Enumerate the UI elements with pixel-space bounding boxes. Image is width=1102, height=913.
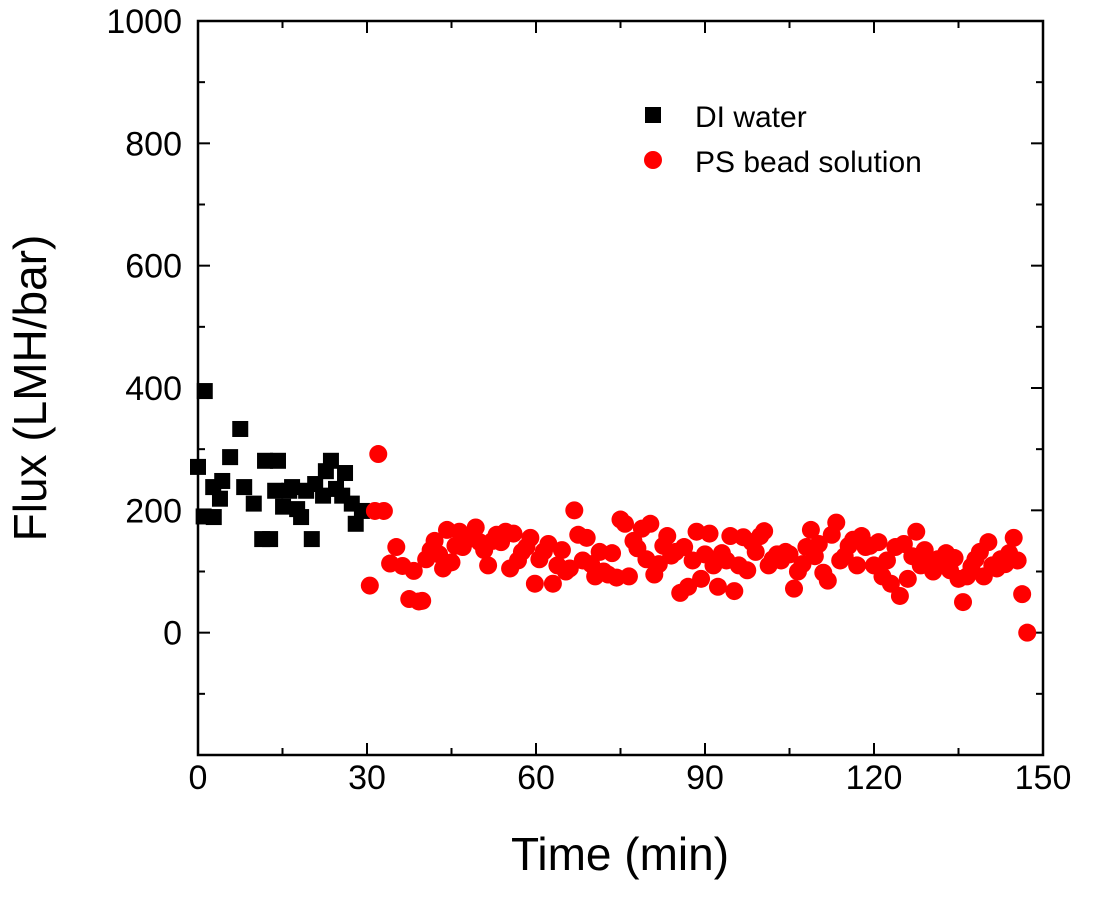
data-point-ps-bead (603, 544, 622, 563)
data-point-ps-bead (945, 549, 964, 568)
y-tick-label: 400 (125, 370, 182, 408)
data-point-ps-bead (658, 527, 677, 546)
data-point-ps-bead (504, 524, 523, 543)
data-point-ps-bead (979, 533, 998, 552)
data-point-ps-bead (641, 514, 660, 533)
x-tick-label: 150 (1015, 759, 1072, 797)
data-point-di-water (322, 452, 339, 469)
data-point-di-water (315, 487, 332, 504)
data-point-ps-bead (539, 534, 558, 553)
data-point-ps-bead (525, 574, 544, 593)
data-point-ps-bead (755, 522, 774, 541)
data-point-ps-bead (1013, 585, 1032, 604)
x-tick-label: 0 (189, 759, 208, 797)
data-point-ps-bead (809, 534, 828, 553)
data-point-ps-bead (543, 574, 562, 593)
y-tick-label: 800 (125, 125, 182, 163)
data-point-ps-bead (413, 591, 432, 610)
data-point-ps-bead (954, 593, 973, 612)
data-point-ps-bead (577, 528, 596, 547)
data-point-ps-bead (700, 524, 719, 543)
data-point-ps-bead (374, 501, 393, 520)
data-point-di-water (196, 383, 213, 400)
legend-label-di-water: DI water (695, 101, 807, 134)
data-point-ps-bead (521, 528, 540, 547)
data-point-di-water (275, 498, 292, 515)
data-point-di-water (257, 452, 274, 469)
data-point-ps-bead (479, 556, 498, 575)
data-point-ps-bead (675, 538, 694, 557)
data-point-ps-bead (898, 569, 917, 588)
data-point-ps-bead (827, 513, 846, 532)
legend-label-ps-bead: PS bead solution (695, 146, 922, 179)
data-point-ps-bead (404, 561, 423, 580)
x-tick-label: 120 (846, 759, 903, 797)
data-point-di-water (353, 502, 370, 519)
legend: DI water PS bead solution (644, 101, 922, 179)
data-point-ps-bead (369, 445, 388, 464)
data-point-ps-bead (619, 567, 638, 586)
data-point-ps-bead (442, 553, 461, 572)
data-point-ps-bead (738, 561, 757, 580)
data-point-ps-bead (560, 559, 579, 578)
data-point-ps-bead (848, 556, 867, 575)
data-point-ps-bead (721, 527, 740, 546)
data-point-ps-bead (387, 538, 406, 557)
data-point-ps-bead (915, 541, 934, 560)
data-point-ps-bead (801, 520, 820, 539)
legend-marker-ps-bead (644, 151, 662, 169)
data-point-ps-bead (466, 518, 485, 537)
data-point-di-water (211, 490, 228, 507)
data-point-ps-bead (616, 514, 635, 533)
data-point-ps-bead (552, 541, 571, 560)
data-point-di-water (337, 465, 354, 482)
data-point-ps-bead (890, 586, 909, 605)
x-tick-label: 60 (517, 759, 555, 797)
data-point-ps-bead (360, 576, 379, 595)
data-point-di-water (222, 449, 239, 466)
data-point-ps-bead (907, 522, 926, 541)
data-point-di-water (262, 531, 279, 548)
y-axis-label: Flux (LMH/bar) (4, 235, 56, 542)
data-point-ps-bead (1008, 551, 1027, 570)
data-point-di-water (303, 531, 320, 548)
legend-marker-di-water (645, 107, 661, 123)
data-point-ps-bead (692, 569, 711, 588)
data-point-di-water (293, 509, 310, 526)
data-point-di-water (284, 479, 301, 496)
data-point-di-water (214, 472, 231, 489)
data-point-ps-bead (725, 582, 744, 601)
data-point-di-water (267, 482, 284, 499)
data-point-di-water (232, 420, 249, 437)
x-tick-label: 30 (348, 759, 386, 797)
data-point-ps-bead (818, 571, 837, 590)
data-point-di-water (236, 479, 253, 496)
data-point-ps-bead (877, 551, 896, 570)
data-point-ps-bead (1004, 528, 1023, 547)
data-point-ps-bead (746, 542, 765, 561)
x-tick-label: 90 (686, 759, 724, 797)
data-point-ps-bead (679, 577, 698, 596)
data-point-di-water (205, 509, 222, 526)
y-tick-label: 200 (125, 492, 182, 530)
data-point-ps-bead (708, 577, 727, 596)
plot-frame (196, 19, 1045, 757)
y-tick-label: 1000 (106, 3, 182, 41)
data-point-ps-bead (785, 579, 804, 598)
data-point-ps-bead (780, 545, 799, 564)
y-tick-label: 600 (125, 248, 182, 286)
data-point-ps-bead (565, 501, 584, 520)
data-point-di-water (347, 515, 364, 532)
data-point-ps-bead (869, 533, 888, 552)
data-point-di-water (245, 495, 262, 512)
data-point-ps-bead (1018, 623, 1037, 642)
x-axis-label: Time (min) (511, 828, 729, 880)
data-point-di-water (269, 452, 286, 469)
y-tick-label: 0 (163, 615, 182, 653)
